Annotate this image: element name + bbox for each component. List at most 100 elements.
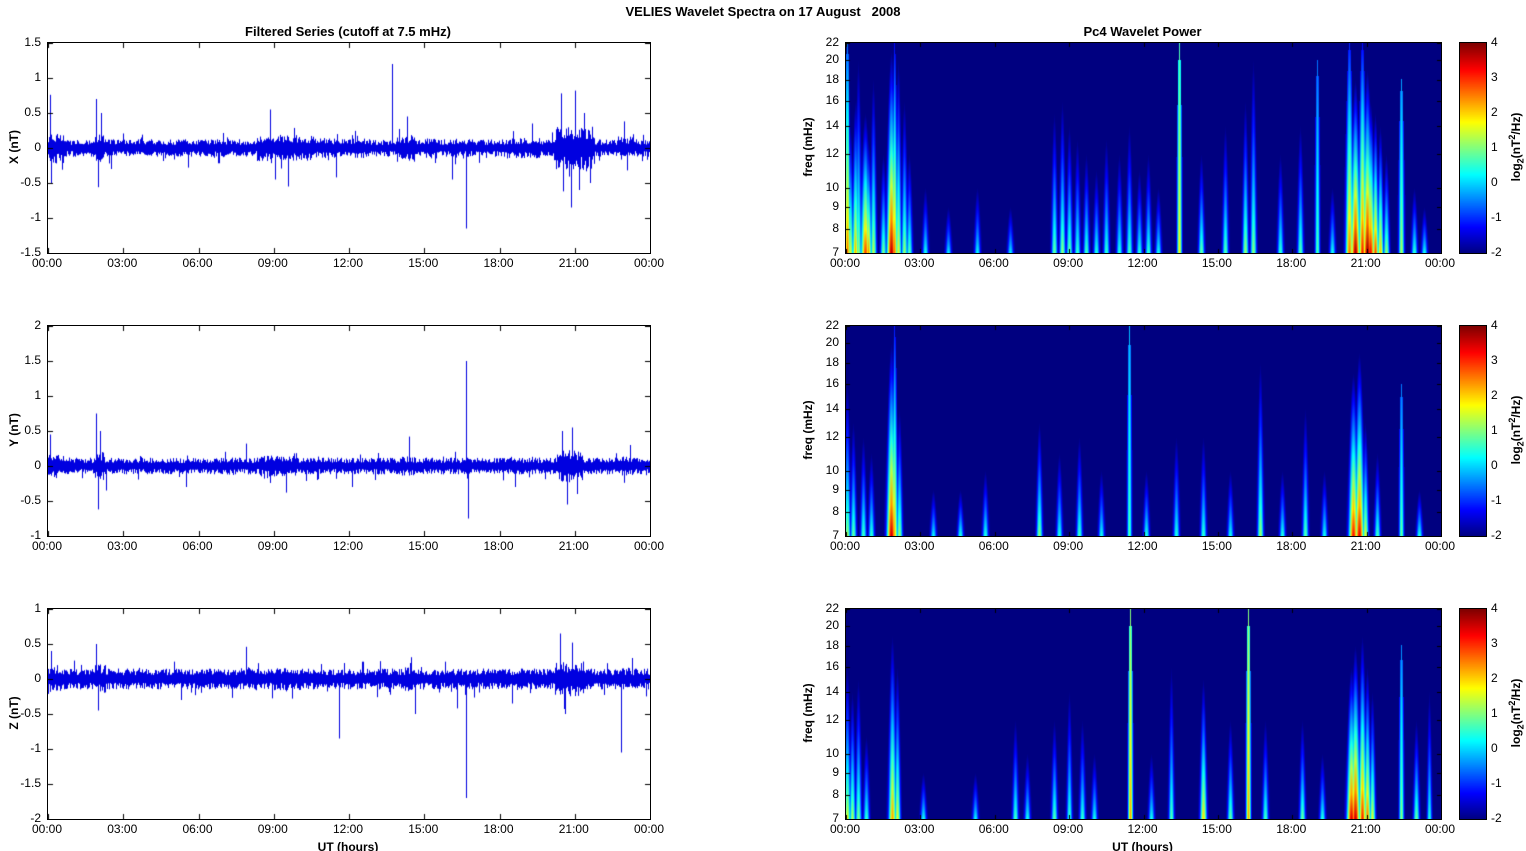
- freq-tick-label: 12: [825, 429, 839, 444]
- colorbar-y: [1459, 325, 1487, 537]
- freq-tick-label: 9: [832, 481, 839, 496]
- x-tick-label: 06:00: [182, 539, 213, 553]
- y-tick-label: 1.5: [24, 35, 41, 49]
- colorbar-tick-label: 2: [1491, 388, 1498, 402]
- colorbar-tick-label: 1: [1491, 140, 1498, 154]
- x-tick-label: 06:00: [978, 539, 1009, 553]
- x-tick-label: 18:00: [1276, 822, 1307, 836]
- freq-tick-label: 10: [825, 745, 839, 760]
- x-tick-label: 12:00: [1127, 256, 1158, 270]
- x-tick-label: 00:00: [31, 256, 63, 270]
- x-tick-label: 15:00: [1201, 256, 1232, 270]
- freq-tick-label: 22: [825, 318, 839, 332]
- colorbar-tick-label: 2: [1491, 105, 1498, 119]
- freq-tick-label: 10: [825, 462, 839, 477]
- x-wavelet-spectrogram: [845, 42, 1442, 254]
- x-tick-label: 03:00: [904, 822, 935, 836]
- freq-tick-label: 18: [825, 637, 839, 652]
- y-tick-label: 1: [34, 601, 41, 615]
- x-tick-label: 09:00: [257, 539, 288, 553]
- y-wavelet-spectrogram: [845, 325, 1442, 537]
- x-timeseries-plot: [47, 42, 651, 254]
- y-tick-label: 2: [34, 318, 41, 332]
- freq-tick-label: 7: [832, 811, 839, 825]
- figure-title: VELIES Wavelet Spectra on 17 August 2008: [625, 4, 901, 19]
- colorbar-tick-label: 1: [1491, 706, 1498, 720]
- x-tick-label: 18:00: [483, 256, 514, 270]
- y-tick-label: 1.5: [24, 353, 41, 367]
- x-tick-label: 00:00: [633, 256, 665, 270]
- freq-tick-label: 14: [825, 117, 839, 132]
- colorbar-tick-label: 0: [1491, 458, 1498, 472]
- x-tick-label: 18:00: [1276, 256, 1307, 270]
- x-tick-label: 00:00: [633, 822, 665, 836]
- freq-tick-label: 22: [825, 601, 839, 615]
- x-tick-label: 03:00: [904, 539, 935, 553]
- x-tick-label: 06:00: [978, 822, 1009, 836]
- x-tick-label: 03:00: [107, 256, 138, 270]
- freq-tick-label: 12: [825, 146, 839, 161]
- freq-tick-label: 8: [832, 220, 839, 235]
- x-tick-label: 18:00: [1276, 539, 1307, 553]
- x-tick-label: 09:00: [257, 256, 288, 270]
- y-tick-label: 1: [34, 70, 41, 84]
- x-tick-label: 12:00: [332, 256, 364, 270]
- x-tick-label: 00:00: [829, 539, 861, 553]
- colorbar-tick-label: -1: [1491, 776, 1502, 790]
- wavelet-power-title: Pc4 Wavelet Power: [1083, 24, 1202, 39]
- freq-tick-label: 18: [825, 71, 839, 86]
- ut-hours-label-left: UT (hours): [317, 840, 379, 851]
- colorbar-x: [1459, 42, 1487, 254]
- colorbar-tick-label: 4: [1491, 35, 1498, 49]
- x-tick-label: 00:00: [1424, 539, 1456, 553]
- freq-tick-label: 20: [825, 618, 839, 633]
- colorbar-tick-label: 1: [1491, 423, 1498, 437]
- freq-tick-label: 7: [832, 245, 839, 259]
- freq-tick-label: 20: [825, 52, 839, 67]
- colorbar-tick-label: 3: [1491, 636, 1498, 650]
- x-tick-label: 21:00: [558, 539, 589, 553]
- z-wavelet-spectrogram: [845, 608, 1442, 820]
- y-tick-label: 0.5: [24, 105, 41, 119]
- x-tick-label: 12:00: [1127, 822, 1158, 836]
- x-tick-label: 12:00: [1127, 539, 1158, 553]
- colorbar-tick-label: 4: [1491, 601, 1498, 615]
- x-tick-label: 00:00: [31, 539, 63, 553]
- x-tick-label: 03:00: [904, 256, 935, 270]
- freq-tick-label: 18: [825, 354, 839, 369]
- x-tick-label: 09:00: [1053, 822, 1084, 836]
- y-tick-label: -0.5: [20, 493, 41, 507]
- freq-tick-label: 10: [825, 179, 839, 194]
- y-tick-label: -1.5: [20, 245, 41, 259]
- x-tick-label: 21:00: [558, 256, 589, 270]
- colorbar-tick-label: 0: [1491, 175, 1498, 189]
- x-tick-label: 00:00: [31, 822, 63, 836]
- y-tick-label: -2: [30, 811, 41, 825]
- colorbar-tick-label: 2: [1491, 671, 1498, 685]
- x-tick-label: 06:00: [978, 256, 1009, 270]
- x-tick-label: 15:00: [1201, 539, 1232, 553]
- y-tick-label: -1: [30, 528, 41, 542]
- x-tick-label: 21:00: [1350, 539, 1381, 553]
- y-tick-label: 0.5: [24, 423, 41, 437]
- x-tick-label: 12:00: [332, 822, 364, 836]
- freq-tick-label: 9: [832, 198, 839, 213]
- x-tick-label: 03:00: [107, 539, 138, 553]
- colorbar-tick-label: 4: [1491, 318, 1498, 332]
- freq-tick-label: 7: [832, 528, 839, 542]
- x-tick-label: 15:00: [408, 822, 439, 836]
- colorbar-tick-label: 0: [1491, 741, 1498, 755]
- colorbar-tick-label: -1: [1491, 493, 1502, 507]
- x-tick-label: 06:00: [182, 256, 213, 270]
- y-tick-label: 0: [34, 140, 41, 154]
- y-tick-label: -1: [30, 210, 41, 224]
- x-tick-label: 03:00: [107, 822, 138, 836]
- freq-tick-label: 14: [825, 400, 839, 415]
- x-tick-label: 09:00: [257, 822, 288, 836]
- y-tick-label: -0.5: [20, 175, 41, 189]
- x-tick-label: 00:00: [1424, 256, 1456, 270]
- x-tick-label: 00:00: [829, 256, 861, 270]
- y-tick-label: 0.5: [24, 636, 41, 650]
- x-tick-label: 18:00: [483, 539, 514, 553]
